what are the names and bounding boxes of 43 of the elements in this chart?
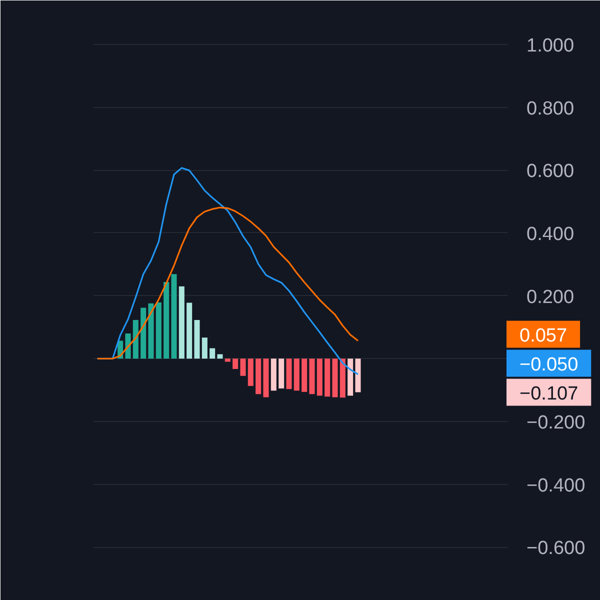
bar bbox=[140, 308, 146, 359]
bar bbox=[194, 320, 200, 359]
text: −0.050 bbox=[520, 354, 578, 376]
bar bbox=[355, 358, 361, 392]
bar bbox=[240, 358, 246, 376]
y-tick-label: 0.600 bbox=[526, 161, 574, 182]
bar bbox=[202, 338, 208, 359]
y-tick-label: 0.200 bbox=[526, 286, 574, 308]
bar bbox=[224, 358, 230, 362]
bar bbox=[248, 358, 254, 386]
bar bbox=[148, 303, 154, 359]
bar bbox=[270, 358, 276, 391]
bar bbox=[309, 358, 315, 394]
bar bbox=[263, 358, 269, 398]
line-series bbox=[96, 206, 359, 360]
y-tick-label: −0.600 bbox=[526, 538, 586, 560]
bar bbox=[164, 282, 170, 359]
bar bbox=[125, 333, 131, 359]
y-tick-label: −0.200 bbox=[526, 412, 586, 434]
y-tick-label: 0.800 bbox=[526, 98, 574, 120]
bar bbox=[232, 358, 238, 369]
bar bbox=[217, 354, 223, 359]
y-tick-label: −0.400 bbox=[526, 475, 586, 496]
text: 0.057 bbox=[520, 326, 568, 347]
bar bbox=[178, 286, 184, 359]
bar bbox=[156, 302, 162, 359]
bar bbox=[324, 358, 330, 397]
bar bbox=[294, 358, 300, 391]
bar bbox=[316, 358, 322, 396]
y-tick-label: 1.000 bbox=[526, 35, 574, 56]
bar bbox=[348, 358, 354, 396]
bar bbox=[332, 358, 338, 398]
bar bbox=[210, 348, 216, 359]
bar bbox=[302, 358, 308, 392]
bar bbox=[256, 358, 262, 394]
bar bbox=[278, 358, 284, 388]
bar bbox=[171, 274, 177, 359]
bar bbox=[286, 358, 292, 390]
text: −0.107 bbox=[520, 384, 578, 405]
bar bbox=[340, 358, 346, 398]
bar bbox=[186, 302, 192, 359]
bar bbox=[132, 320, 138, 359]
y-tick-label: 0.400 bbox=[526, 224, 574, 245]
